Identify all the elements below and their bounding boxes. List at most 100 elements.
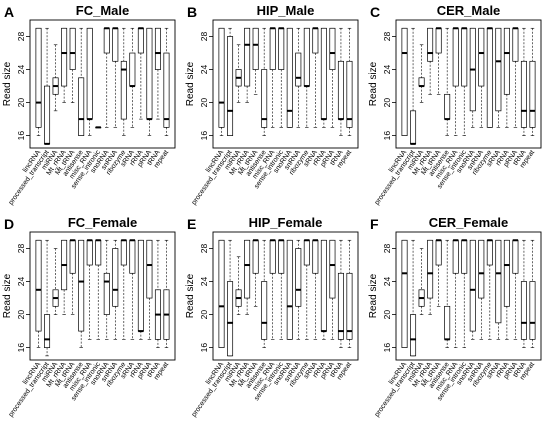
box-snRNA — [295, 248, 302, 307]
box-ribozyme — [120, 239, 127, 266]
box-snoRNA — [469, 239, 476, 332]
box-lincRNA — [401, 239, 408, 348]
box-misc_RNA — [86, 239, 93, 266]
x-tick-label: processed_transcript — [8, 361, 51, 418]
box-antisense — [261, 281, 268, 340]
panel-letter: C — [370, 4, 380, 20]
box-tRNA — [337, 60, 344, 120]
plot-frame — [29, 231, 176, 361]
box-rRNA — [137, 27, 144, 54]
panel-letter: F — [370, 216, 379, 232]
box-processed_transcript — [227, 281, 234, 357]
panel-title: FC_Female — [68, 215, 137, 230]
box-repeat — [346, 60, 353, 128]
box-ribozyme — [303, 239, 310, 266]
box-pRNA — [146, 27, 153, 120]
y-tick-label: 28 — [16, 32, 26, 42]
box-lincRNA — [218, 27, 225, 128]
box-lincRNA — [35, 27, 42, 128]
box-misc_RNA — [452, 239, 459, 274]
box-snRNA — [478, 27, 485, 87]
box-antisense — [261, 69, 268, 128]
x-tick-label: processed_transcript — [191, 149, 234, 206]
box-sense_intronic — [278, 27, 285, 70]
box-sense_intronic — [461, 27, 468, 87]
y-tick-label: 20 — [199, 98, 209, 108]
panel-letter: E — [187, 216, 196, 232]
x-tick-label: processed_transcript — [191, 361, 234, 418]
box-rRNA — [137, 239, 144, 332]
box-sRNA — [495, 27, 502, 112]
box-Mt_tRNA — [69, 239, 76, 274]
y-tick-label: 28 — [199, 244, 209, 254]
box-processed_transcript — [44, 85, 51, 145]
y-axis-label: Read size — [368, 61, 379, 106]
y-tick-label: 24 — [16, 65, 26, 75]
box-rRNA — [503, 239, 510, 307]
box-misc_RNA — [86, 27, 93, 120]
box-snRNA — [478, 239, 485, 299]
y-tick-label: 20 — [16, 98, 26, 108]
box-snRNA — [112, 27, 119, 62]
box-tRNA — [154, 27, 161, 70]
box-antisense — [78, 239, 85, 332]
box-tRNA — [520, 60, 527, 128]
box-repeat — [529, 60, 536, 128]
box-ribozyme — [486, 27, 493, 128]
y-tick-label: 16 — [16, 343, 26, 353]
box-repeat — [346, 272, 353, 340]
box-sRNA — [312, 239, 319, 274]
box-Mt_tRNA — [252, 239, 259, 274]
box-snoRNA — [286, 27, 293, 128]
panel-title: HIP_Female — [249, 215, 323, 230]
box-snoRNA — [103, 27, 110, 54]
panel-letter: D — [4, 216, 14, 232]
box-Mt_rRNA — [427, 27, 434, 62]
y-axis-label: Read size — [185, 61, 196, 106]
panel-title: FC_Male — [76, 3, 129, 18]
panel-title: HIP_Male — [257, 3, 315, 18]
y-axis-label: Read size — [368, 273, 379, 318]
y-tick-label: 20 — [16, 310, 26, 320]
y-axis-label: Read size — [185, 273, 196, 318]
box-pRNA — [329, 27, 336, 70]
box-pRNA — [146, 239, 153, 299]
y-tick-label: 24 — [382, 65, 392, 75]
box-Mt_rRNA — [427, 239, 434, 299]
box-lincRNA — [401, 27, 408, 136]
box-sRNA — [129, 239, 136, 274]
y-tick-label: 24 — [199, 277, 209, 287]
box-tRNA — [337, 272, 344, 340]
y-tick-label: 16 — [199, 343, 209, 353]
panel-letter: A — [4, 4, 14, 20]
box-sense_intronic — [278, 239, 285, 274]
box-Mt_tRNA — [69, 27, 76, 70]
y-tick-label: 28 — [382, 244, 392, 254]
y-tick-label: 28 — [199, 32, 209, 42]
box-pRNA — [329, 239, 336, 299]
box-misc_RNA — [269, 27, 276, 70]
box-ribozyme — [120, 60, 127, 120]
box-sRNA — [129, 52, 136, 87]
box-Mt_rRNA — [61, 27, 68, 87]
box-tRNA — [520, 281, 527, 340]
x-tick-label: processed_transcript — [374, 361, 417, 418]
y-tick-label: 16 — [382, 343, 392, 353]
panel-title: CER_Male — [437, 3, 501, 18]
box-ribozyme — [486, 239, 493, 266]
box-repeat — [529, 281, 536, 340]
box-sense_intronic — [461, 239, 468, 274]
box-misc_RNA — [269, 239, 276, 274]
box-sRNA — [312, 27, 319, 54]
box-processed_transcript — [410, 314, 417, 357]
box-snoRNA — [286, 239, 293, 340]
panel-title: CER_Female — [429, 215, 508, 230]
plot-frame — [395, 19, 542, 149]
plot-frame — [212, 19, 359, 149]
